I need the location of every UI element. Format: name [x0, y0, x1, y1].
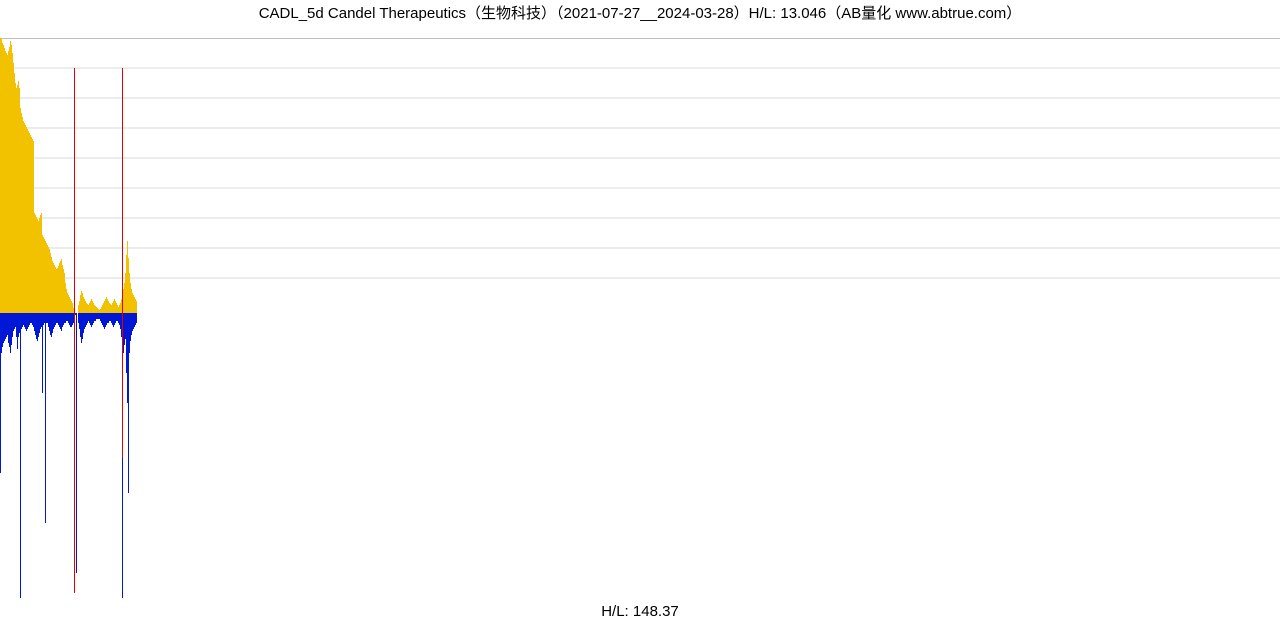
chart-container: CADL_5d Candel Therapeutics（生物科技）（2021-0… — [0, 0, 1280, 620]
chart-plot — [0, 38, 1280, 598]
chart-title: CADL_5d Candel Therapeutics（生物科技）（2021-0… — [0, 0, 1280, 23]
chart-footer: H/L: 148.37 — [0, 603, 1280, 620]
